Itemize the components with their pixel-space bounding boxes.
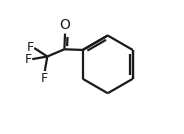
Text: F: F [41,72,48,85]
Text: O: O [60,18,70,32]
Text: F: F [26,41,33,55]
Text: F: F [24,53,32,66]
